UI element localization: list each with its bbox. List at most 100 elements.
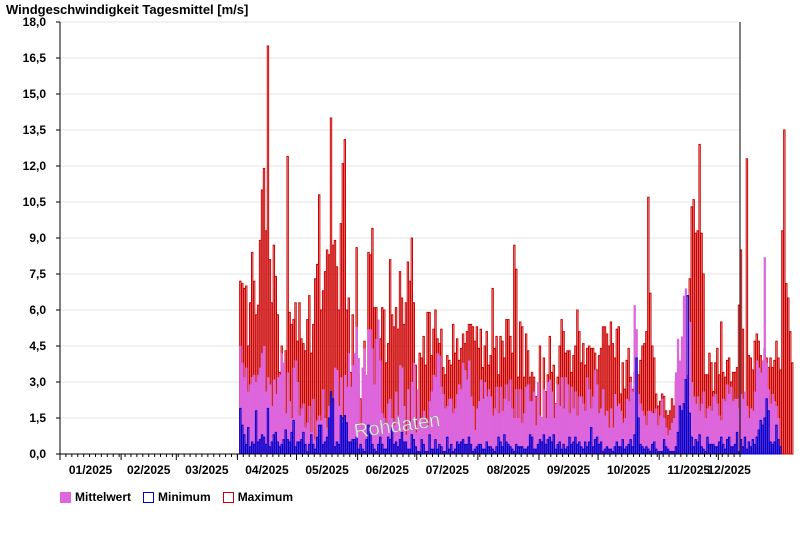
mean-bar [314,439,317,454]
mean-bar [562,408,565,454]
mean-bar [580,396,583,454]
mean-bar [738,408,741,454]
mean-bar [361,367,364,454]
mean-bar [456,394,459,454]
x-tick-label: 10/2025 [607,463,651,477]
mean-bar [663,418,666,454]
mean-bar [605,410,609,454]
x-tick-label: 08/2025 [487,463,531,477]
mean-bar [647,410,650,454]
mean-bar [312,398,315,454]
mean-bar [438,355,441,454]
mean-bar [391,418,394,454]
y-tick-label: 7,5 [29,267,46,281]
mean-bar [554,403,557,454]
mean-bar [604,415,607,454]
mean-bar [395,391,398,454]
mean-bar [546,382,550,454]
mean-bar [757,367,761,454]
mean-bar [525,386,528,454]
mean-bar [503,398,506,454]
minimum-bar [773,441,776,455]
mean-bar [485,396,489,454]
mean-bar [523,413,526,454]
mean-bar [266,377,270,454]
mean-bar [332,403,335,454]
legend-item-minimum: Minimum [143,490,211,504]
mean-bar [710,410,713,454]
minimum-bar [755,436,758,455]
mean-bar [322,389,325,454]
mean-bar [272,379,276,454]
mean-bar [722,398,725,454]
mean-bar [310,432,313,454]
mean-bar [306,422,309,454]
x-tick-label: 01/2025 [69,463,113,477]
mean-bar [471,406,475,454]
x-tick-label: 09/2025 [547,463,591,477]
maximum-bar [781,230,784,455]
mean-bar [740,394,743,454]
mean-bar [696,396,699,454]
mean-bar [588,389,591,454]
legend-label-mean: Mittelwert [75,490,132,504]
mean-bar [497,413,500,454]
minimum-bar [753,443,756,455]
legend-item-mean: Mittelwert [60,490,131,504]
mean-bar [527,384,530,454]
mean-bar [276,377,280,454]
mean-bar [665,427,668,454]
mean-bar [298,415,301,454]
mean-bar [397,415,400,454]
mean-bar [479,379,483,454]
mean-bar [442,394,445,454]
mean-bar [684,288,688,454]
mean-bar [775,406,778,454]
mean-bar [745,406,749,454]
mean-bar [734,398,737,454]
mean-bar [404,434,408,454]
legend: Mittelwert Minimum Maximum [60,490,293,504]
mean-bar [420,418,423,454]
minimum-bar [751,439,754,455]
mean-bar [379,360,382,454]
mean-bar [552,418,556,454]
mean-bar [568,413,571,454]
mean-bar [493,408,496,454]
mean-bar [412,362,416,454]
mean-bar [286,372,289,454]
mean-bar [726,384,729,454]
mean-bar [414,432,418,454]
mean-bar [410,382,414,454]
mean-bar [741,398,745,454]
mean-bar [509,379,512,454]
mean-bar [639,403,642,454]
legend-swatch-maximum [222,491,234,503]
mean-bar [655,408,658,454]
mean-bar [337,406,341,454]
mean-bar [345,386,349,454]
mean-bar [560,377,563,454]
x-tick-label: 05/2025 [305,463,349,477]
mean-bar [536,382,540,454]
mean-bar [341,422,345,454]
mean-bar [574,391,577,454]
mean-bar [542,389,546,454]
mean-bar [369,329,372,454]
mean-bar [507,401,510,454]
mean-bar [400,367,404,454]
mean-bar [428,401,431,454]
minimum-bar [743,436,747,455]
mean-bar [773,401,776,454]
mean-bar [672,418,676,454]
y-tick-label: 6,0 [29,303,46,317]
mean-bar [495,386,498,454]
mean-bar [572,408,575,454]
x-tick-label: 12/2025 [707,463,751,477]
x-axis-ticks: 01/2025 02/2025 03/2025 04/2025 05/2025 06/20… [59,454,751,477]
mean-bar [436,353,439,454]
mean-bar [477,401,481,454]
mean-bar [777,418,780,454]
mean-bar [268,384,272,454]
mean-bar [263,346,266,454]
